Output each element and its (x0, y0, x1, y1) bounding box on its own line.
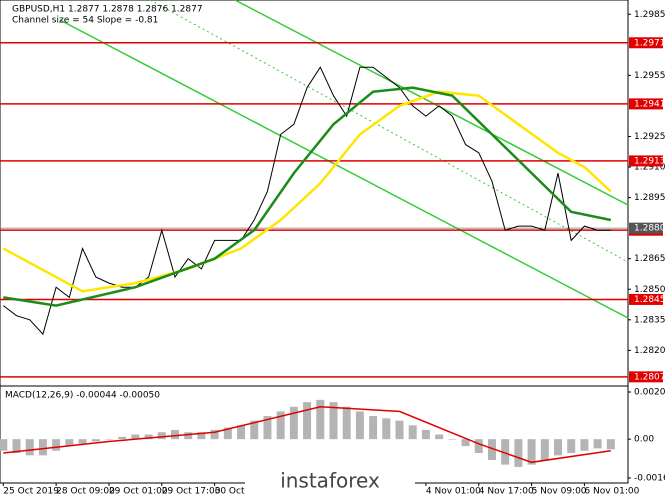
macd-bar (276, 411, 285, 440)
logo-text: instaforex (280, 469, 380, 493)
level-label-box (629, 293, 663, 305)
x-tick-label: 29 Oct 17:00 (162, 487, 221, 497)
channel-midline (149, 0, 629, 263)
y-tick-label: 1.2985 (634, 10, 665, 20)
macd-bar (237, 425, 246, 440)
y-tick-label: 1.2895 (634, 193, 665, 203)
macd-bar (12, 439, 21, 454)
logo-bg (245, 461, 415, 499)
macd-bar (487, 439, 496, 460)
macd-bar (303, 402, 312, 440)
macd-bar (144, 434, 153, 440)
macd-bar (540, 439, 549, 460)
channel-line (234, 0, 629, 206)
macd-bar (514, 439, 523, 467)
level-label-box (629, 371, 663, 383)
level-label: 1.2845 (634, 295, 665, 305)
level-label: 1.2941 (634, 99, 665, 109)
macd-bar (461, 439, 470, 447)
macd-bar (408, 425, 417, 440)
y-tick-label: 0.00204 (634, 388, 665, 398)
y-tick-label: 1.2910 (634, 163, 665, 173)
logo: instaforex (245, 461, 415, 499)
channel-line (59, 19, 629, 319)
y-tick-label: 1.2850 (634, 285, 665, 295)
macd-bar (527, 439, 536, 465)
macd-bar (25, 439, 34, 456)
macd-bar (170, 429, 179, 440)
macd-bar (65, 439, 74, 447)
macd-bar (355, 411, 364, 440)
level-label: 1.2807 (634, 372, 665, 382)
macd-bar (263, 416, 272, 440)
macd-bar (474, 439, 483, 454)
series-line (2, 90, 612, 293)
x-tick-label: 4 Nov 17:00 (479, 487, 534, 497)
macd-bar (421, 429, 430, 440)
chart-subtitle: Channel size = 54 Slope = -0.81 (12, 16, 158, 26)
level-label-box (629, 155, 663, 167)
plot-frame (0, 0, 629, 484)
y-tick-label: 1.2925 (634, 132, 665, 142)
macd-bar (435, 434, 444, 440)
macd-bar (184, 432, 193, 440)
chart-title: GBPUSD,H1 1.2877 1.2878 1.2876 1.2877 (12, 5, 203, 15)
macd-bar (250, 420, 259, 440)
macd-bar (0, 439, 8, 451)
macd-bar (157, 432, 166, 440)
macd-bar (118, 436, 127, 440)
macd-bar (223, 427, 232, 440)
macd-bar (329, 402, 338, 440)
macd-bar (593, 439, 602, 449)
macd-bar (448, 439, 457, 440)
level-label-box (629, 37, 663, 49)
y-tick-label: 1.2835 (634, 315, 665, 325)
y-tick-label: 1.2865 (634, 254, 665, 264)
macd-title: MACD(12,26,9) -0.00044 -0.00050 (5, 391, 160, 401)
macd-bar (606, 439, 615, 450)
level-label: 1.2971 (634, 38, 665, 48)
y-tick-label: 1.2820 (634, 346, 665, 356)
macd-bar (289, 406, 298, 440)
level-label-box (629, 98, 663, 110)
y-tick-label: 0.00 (634, 435, 654, 445)
level-label: 1.2913 (634, 156, 665, 166)
y-tick-label: -0.00168 (634, 474, 665, 484)
macd-bar (382, 418, 391, 440)
series-line (3, 86, 612, 307)
macd-bar (52, 439, 61, 451)
y-tick-label: 1.2955 (634, 71, 665, 81)
x-tick-label: 5 Nov 09:00 (532, 487, 587, 497)
macd-bar (131, 434, 140, 440)
x-tick-label: 28 Oct 09:00 (56, 487, 115, 497)
macd-bar (554, 439, 563, 456)
macd-bar (567, 439, 576, 454)
macd-bar (91, 439, 100, 442)
current-price-box (629, 222, 663, 234)
x-tick-label: 25 Oct 2019 (3, 487, 59, 497)
macd-bar (501, 439, 510, 465)
macd-bar (580, 439, 589, 451)
x-tick-label: 4 Nov 01:00 (426, 487, 481, 497)
macd-bar (197, 432, 206, 440)
x-tick-label: 29 Oct 01:00 (109, 487, 168, 497)
macd-bar (316, 399, 325, 440)
current-price-label: 1.2880 (634, 224, 665, 234)
macd-bar (395, 420, 404, 440)
macd-bar (104, 439, 113, 440)
x-tick-label: 30 Oct 09:00 (215, 487, 274, 497)
series-line (3, 406, 611, 464)
macd-bar (342, 406, 351, 440)
macd-bar (369, 416, 378, 440)
macd-bar (210, 429, 219, 440)
macd-bar (38, 439, 47, 456)
x-tick-label: 6 Nov 01:00 (584, 487, 639, 497)
series-line (2, 66, 611, 336)
macd-bar (78, 439, 87, 444)
